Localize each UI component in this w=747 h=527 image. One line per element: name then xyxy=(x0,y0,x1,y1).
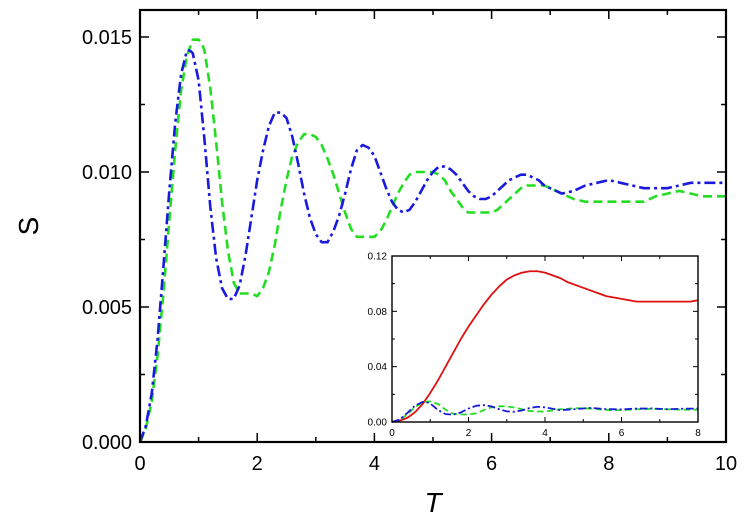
inset-x-tick-label: 4 xyxy=(542,428,548,439)
main-x-tick-label: 4 xyxy=(369,453,380,475)
inset-x-tick-label: 0 xyxy=(389,428,395,439)
main-y-tick-label: 0.000 xyxy=(82,432,132,454)
main-series-line-1 xyxy=(138,49,726,443)
inset-series-line-0 xyxy=(391,270,699,423)
main-x-tick-label: 8 xyxy=(603,453,614,475)
main-x-tick-label: 10 xyxy=(715,453,737,475)
main-y-tick-label: 0.015 xyxy=(82,27,132,49)
main-series-group xyxy=(138,38,726,443)
main-x-axis-title: T xyxy=(424,487,443,518)
inset-plot: 0 2 4 6 8 0.00 0.04 0.08 0.12 xyxy=(368,252,702,440)
main-y-tick-label: 0.010 xyxy=(82,162,132,184)
inset-plot-background xyxy=(392,256,698,422)
main-x-tick-label: 6 xyxy=(486,453,497,475)
inset-y-tick-label: 0.04 xyxy=(368,362,388,373)
inset-x-tick-label: 8 xyxy=(695,428,701,439)
inset-series-group xyxy=(391,270,699,423)
main-y-tick-label: 0.005 xyxy=(82,297,132,319)
inset-y-tick-label: 0.00 xyxy=(368,418,388,429)
inset-x-tick-label: 6 xyxy=(619,428,625,439)
main-x-tick-label: 2 xyxy=(252,453,263,475)
main-x-tick-label: 0 xyxy=(134,453,145,475)
inset-x-tick-label: 2 xyxy=(466,428,472,439)
main-y-axis-title: S xyxy=(13,217,44,236)
inset-y-tick-label: 0.12 xyxy=(368,252,388,263)
inset-y-tick-label: 0.08 xyxy=(368,307,388,318)
inset-series-line-2 xyxy=(391,401,699,423)
